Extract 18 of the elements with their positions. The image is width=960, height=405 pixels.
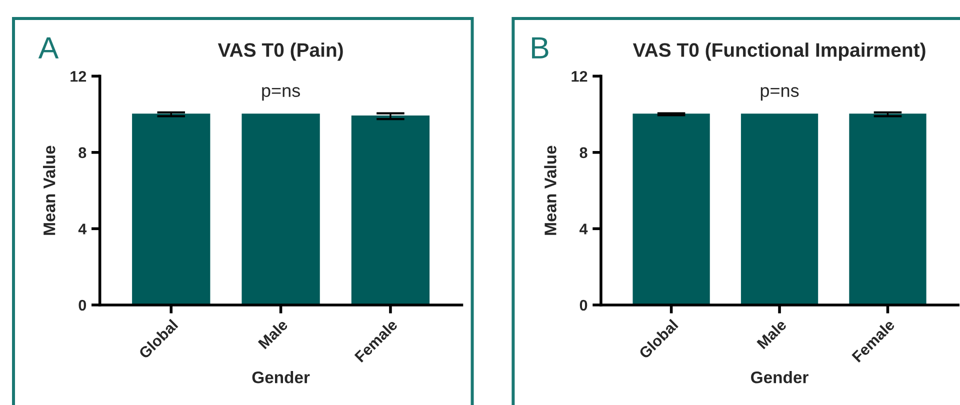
- x-axis-title: Gender: [252, 371, 310, 384]
- text: B: [532, 37, 548, 58]
- y-tick-label: 8: [78, 147, 86, 158]
- y-tick-label: 12: [572, 71, 588, 82]
- y-tick-label: 0: [78, 300, 86, 311]
- chart-title: VAS T0 (Pain): [218, 42, 343, 61]
- y-axis-title: Mean Value: [43, 146, 56, 235]
- y-tick-label: 0: [580, 300, 588, 311]
- annotation: p=ns: [262, 87, 300, 101]
- y-tick-label: 4: [78, 224, 87, 234]
- y-tick-label: 12: [70, 71, 86, 82]
- y-axis-title: Mean Value: [544, 146, 556, 235]
- x-axis-title: Gender: [751, 371, 808, 384]
- y-tick-label: 8: [580, 147, 588, 158]
- annotation: p=ns: [760, 87, 799, 101]
- text: A: [38, 37, 59, 58]
- chart-title: VAS T0 (Functional Impairment): [632, 42, 926, 61]
- y-tick-label: 4: [580, 224, 588, 234]
